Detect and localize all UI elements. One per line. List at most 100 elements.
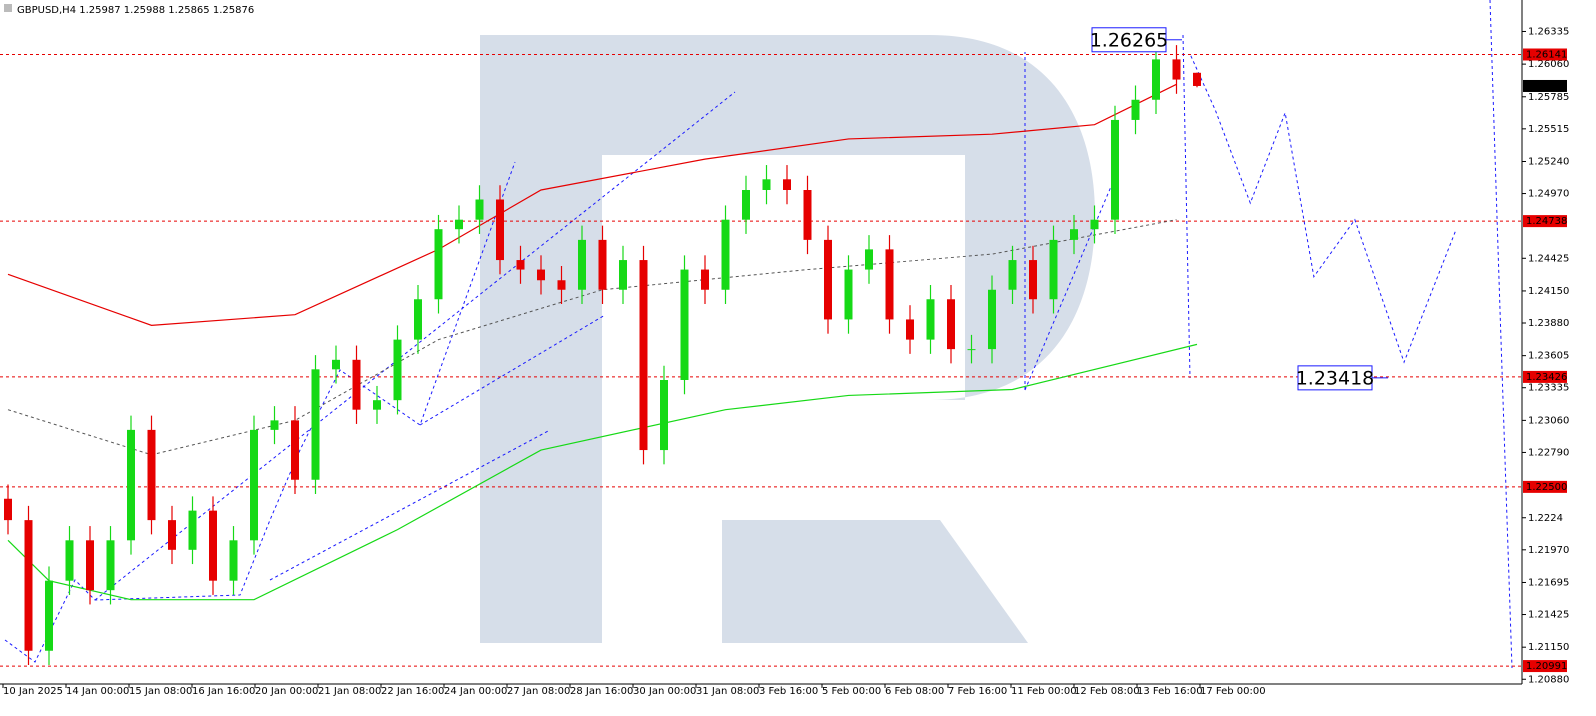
price-label: 1.20991 <box>1526 661 1567 672</box>
overlay-line <box>7 343 1198 601</box>
x-tick-label: 17 Feb 00:00 <box>1200 686 1266 697</box>
annotation-box <box>1297 365 1373 391</box>
y-tick-label: 1.21695 <box>1528 577 1569 588</box>
candle-body <box>783 179 791 190</box>
y-tick-label: 1.25785 <box>1528 92 1569 103</box>
candle-body <box>86 540 94 591</box>
x-tick-label: 10 Jan 2025 <box>3 686 63 697</box>
candle-body <box>660 380 668 451</box>
candle-body <box>434 229 443 300</box>
candle-body <box>45 580 53 651</box>
y-tick-label: 1.25240 <box>1528 157 1569 168</box>
y-tick-label: 1.23060 <box>1528 415 1569 426</box>
candle-body <box>65 540 74 581</box>
candle-body <box>885 249 894 320</box>
candle-body <box>1070 229 1078 240</box>
candle-body <box>926 299 935 340</box>
trend-lines <box>4 0 1513 669</box>
candle-body <box>229 540 238 581</box>
candle-body <box>475 199 484 220</box>
candle-body <box>373 400 381 410</box>
candle-body <box>680 269 689 380</box>
watermark <box>480 35 1095 643</box>
candle-body <box>311 369 320 480</box>
candle-body <box>270 420 279 430</box>
candle-body <box>332 359 340 370</box>
price-label: 1.23426 <box>1526 372 1567 383</box>
y-tick-label: 1.22790 <box>1528 447 1569 458</box>
y-tick-label: 1.2224 <box>1528 513 1563 524</box>
x-tick-label: 3 Feb 16:00 <box>759 686 818 697</box>
candle-body <box>1172 59 1181 80</box>
price-label-box <box>1523 370 1567 383</box>
x-tick-label: 7 Feb 16:00 <box>948 686 1007 697</box>
y-tick-label: 1.24970 <box>1528 189 1569 200</box>
x-tick-label: 22 Jan 16:00 <box>381 686 444 697</box>
y-tick-label: 1.23605 <box>1528 351 1569 362</box>
candle-body <box>1029 260 1037 300</box>
x-tick-label: 11 Feb 00:00 <box>1011 686 1077 697</box>
candle-body <box>106 540 115 591</box>
x-tick-label: 28 Jan 16:00 <box>570 686 633 697</box>
candle-body <box>1111 119 1119 220</box>
overlay-line <box>1190 55 1456 364</box>
x-tick-label: 12 Feb 08:00 <box>1074 686 1140 697</box>
overlay-line <box>7 83 1177 326</box>
price-label-box <box>1523 215 1567 228</box>
x-tick-label: 24 Jan 00:00 <box>444 686 507 697</box>
candle-body <box>803 190 812 240</box>
y-tick-label: 1.24425 <box>1528 253 1569 264</box>
candle-body <box>496 199 504 261</box>
candle-body <box>1049 239 1058 300</box>
candle-body <box>578 239 586 290</box>
x-tick-label: 27 Jan 08:00 <box>507 686 570 697</box>
candle-body <box>1193 72 1201 86</box>
candle-body <box>1152 59 1160 100</box>
y-tick-label: 1.20880 <box>1528 674 1569 685</box>
candle-body <box>721 219 730 290</box>
candle-body <box>455 219 463 230</box>
candle-body <box>906 319 914 340</box>
candle-body <box>188 510 197 550</box>
candle-body <box>598 239 607 290</box>
candle-body <box>352 359 361 410</box>
candle-body <box>947 299 955 350</box>
candle-body <box>147 429 156 521</box>
x-tick-label: 21 Jan 08:00 <box>318 686 381 697</box>
candle-body <box>557 280 566 290</box>
y-tick-label: 1.21970 <box>1528 545 1569 556</box>
y-tick-label: 1.26060 <box>1528 59 1569 70</box>
x-tick-label: 5 Feb 00:00 <box>822 686 881 697</box>
x-tick-label: 14 Jan 00:00 <box>66 686 129 697</box>
annotation-label: 1.26265 <box>1090 29 1169 51</box>
price-label: 1.26141 <box>1526 50 1567 61</box>
candle-body <box>988 289 996 350</box>
x-tick-label: 31 Jan 08:00 <box>696 686 759 697</box>
candle-body <box>619 260 627 290</box>
chart-header: GBPUSD,H4 1.25987 1.25988 1.25865 1.2587… <box>17 5 254 16</box>
candle-body <box>291 420 299 480</box>
candle-body <box>742 190 750 220</box>
symbol-icon <box>4 4 12 12</box>
price-label-box <box>1523 48 1567 61</box>
y-tick-label: 1.26335 <box>1528 26 1569 37</box>
price-label-box <box>1523 79 1567 92</box>
candle-body <box>24 520 33 651</box>
candle-body <box>639 260 648 451</box>
price-label: 1.22500 <box>1526 482 1567 493</box>
y-tick-label: 1.25515 <box>1528 124 1569 135</box>
candle-body <box>701 269 709 290</box>
x-tick-label: 20 Jan 00:00 <box>255 686 318 697</box>
price-label: 1.25876 <box>1526 81 1567 92</box>
y-tick-label: 1.21425 <box>1528 610 1569 621</box>
candle-body <box>168 520 176 550</box>
candle-body <box>865 249 873 270</box>
y-tick-label: 1.23335 <box>1528 383 1569 394</box>
candle-body <box>414 299 422 340</box>
x-tick-label: 16 Jan 16:00 <box>192 686 255 697</box>
candle-body <box>537 269 545 281</box>
candle-body <box>1090 219 1099 230</box>
candle-body <box>824 239 832 320</box>
candle-body <box>967 349 976 351</box>
